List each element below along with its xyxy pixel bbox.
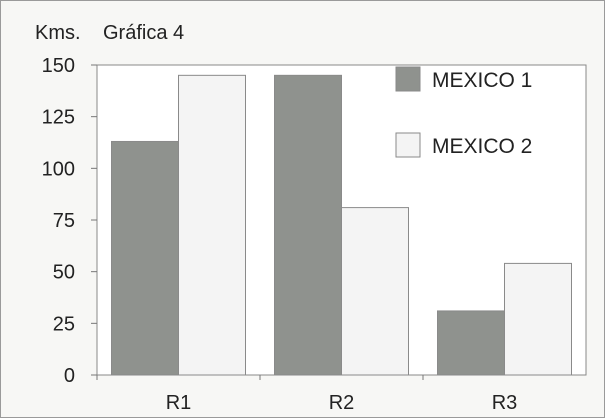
x-tick-label: R3 [492,392,518,414]
x-tick-label: R1 [166,392,192,414]
y-tick-label: 125 [42,107,75,129]
bar-r3-series-2 [504,262,572,376]
y-tick-label: 25 [53,313,75,335]
y-tick-label: 75 [53,210,75,232]
y-axis: 0 25 50 75 100 125 150 [42,55,97,387]
legend: MEXICO 1 MEXICO 2 [395,66,532,158]
y-tick-label: 50 [53,262,75,284]
y-axis-label: Kms. [35,22,81,44]
bar-r1-series-2 [178,74,246,376]
bars [111,74,572,376]
legend-label-series-2: MEXICO 2 [432,135,532,158]
bar-r2-series-2 [341,207,409,376]
y-tick-label: 0 [64,365,75,387]
legend-label-series-1: MEXICO 1 [432,69,532,92]
bar-r3-series-1 [437,310,505,376]
y-tick-label: 150 [42,55,75,77]
bar-r1-series-1 [111,140,179,376]
chart-title: Gráfica 4 [103,22,184,44]
x-axis: R1 R2 R3 [96,375,518,414]
legend-swatch-series-2 [395,132,421,158]
x-tick-label: R2 [329,392,355,414]
y-tick-label: 100 [42,158,75,180]
legend-swatch-series-1 [395,66,421,92]
bar-r2-series-1 [274,74,342,376]
